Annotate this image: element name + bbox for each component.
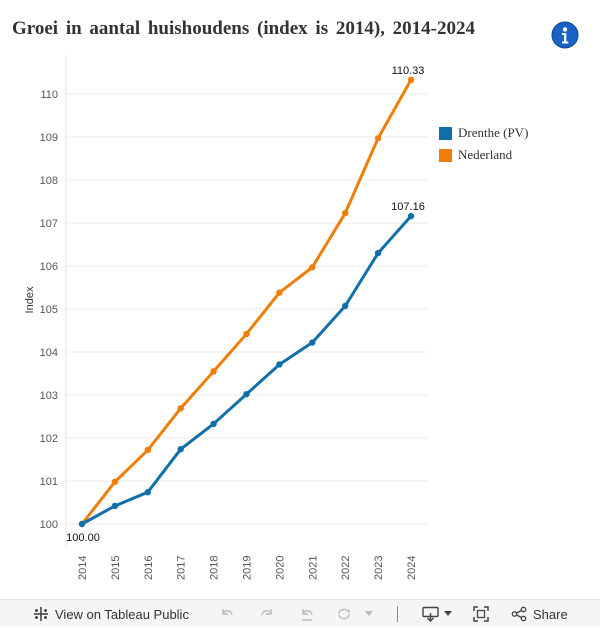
data-point-nederland[interactable] — [243, 330, 250, 338]
data-point-drenthe[interactable] — [407, 212, 415, 220]
data-point-nederland[interactable] — [144, 446, 151, 454]
data-point-drenthe[interactable] — [309, 339, 316, 346]
legend-item-drenthe[interactable]: Drenthe (PV) — [439, 122, 532, 144]
data-point-nederland[interactable] — [276, 289, 283, 296]
x-tick-label: 2022 — [340, 556, 352, 580]
tableau-logo-icon — [34, 607, 48, 621]
share-label: Share — [533, 606, 568, 622]
x-tick-label: 2018 — [209, 556, 221, 580]
fullscreen-button[interactable] — [473, 600, 489, 628]
series-line-nederland — [80, 79, 413, 525]
view-on-tableau-public-label: View on Tableau Public — [55, 606, 189, 622]
series-line-drenthe — [81, 215, 413, 526]
y-tick-label: 102 — [40, 433, 58, 445]
legend-label-drenthe: Drenthe (PV) — [458, 125, 529, 140]
revert-button[interactable] — [299, 600, 315, 628]
end-label-drenthe: 107.16 — [391, 201, 425, 213]
y-tick-label: 108 — [40, 175, 58, 187]
undo-icon — [222, 609, 233, 616]
share-icon — [511, 606, 527, 622]
x-tick-label: 2015 — [110, 556, 122, 580]
data-point-nederland[interactable] — [111, 478, 119, 486]
data-point-drenthe[interactable] — [374, 249, 382, 257]
refresh-menu-button[interactable] — [365, 600, 373, 628]
legend-swatch-drenthe — [439, 126, 452, 140]
data-point-drenthe[interactable] — [276, 361, 283, 368]
data-point-drenthe[interactable] — [177, 445, 184, 453]
fullscreen-icon — [473, 606, 489, 622]
y-tick-label: 101 — [40, 476, 58, 488]
data-point-drenthe[interactable] — [78, 520, 86, 528]
chevron-down-icon — [365, 611, 373, 616]
revert-icon — [302, 609, 313, 621]
x-tick-labels: 2014 2015 2016 2017 2018 2019 2020 2021 2022 2023… — [77, 556, 418, 580]
x-tick-label: 2023 — [373, 556, 385, 580]
x-tick-label: 2019 — [242, 556, 254, 580]
toolbar-divider — [397, 606, 398, 622]
view-on-tableau-public-button[interactable]: View on Tableau Public — [33, 600, 189, 628]
y-tick-label: 107 — [40, 218, 58, 230]
series — [78, 76, 415, 528]
redo-button[interactable] — [259, 600, 275, 628]
y-tick-labels: 100 101 102 103 104 105 106 107 108 109 110 — [40, 89, 58, 531]
start-label-drenthe: 100.00 — [66, 532, 100, 544]
chevron-down-icon — [444, 611, 452, 616]
refresh-icon — [338, 608, 350, 620]
redo-icon — [261, 609, 272, 616]
y-tick-label: 100 — [40, 519, 58, 531]
x-tick-label: 2020 — [274, 556, 286, 580]
data-point-drenthe[interactable] — [342, 302, 349, 310]
data-point-drenthe[interactable] — [243, 390, 250, 398]
x-tick-label: 2024 — [406, 556, 418, 580]
info-icon[interactable] — [551, 21, 579, 49]
data-point-drenthe[interactable] — [144, 488, 151, 496]
x-tick-label: 2014 — [77, 556, 89, 580]
data-point-nederland[interactable] — [342, 209, 349, 217]
data-point-nederland[interactable] — [210, 368, 217, 375]
y-tick-label: 110 — [40, 89, 58, 101]
y-tick-label: 103 — [40, 390, 58, 402]
end-label-nederland: 110.33 — [392, 65, 425, 77]
legend-label-nederland: Nederland — [458, 147, 513, 162]
data-point-drenthe[interactable] — [210, 420, 217, 428]
y-tick-label: 104 — [40, 347, 58, 359]
x-tick-label: 2021 — [307, 556, 319, 580]
legend: Drenthe (PV) Nederland — [439, 122, 532, 166]
share-button[interactable]: Share — [511, 600, 568, 628]
legend-swatch-nederland — [439, 148, 452, 162]
data-labels: 110.33 107.16 100.00 — [66, 65, 425, 544]
tableau-toolbar: View on Tableau Public — [0, 599, 600, 627]
y-tick-label: 109 — [40, 132, 58, 144]
data-point-nederland[interactable] — [309, 264, 316, 271]
legend-item-nederland[interactable]: Nederland — [439, 144, 532, 166]
y-tick-label: 105 — [40, 304, 58, 316]
refresh-button[interactable] — [336, 600, 354, 628]
x-tick-label: 2017 — [176, 556, 188, 580]
data-point-nederland[interactable] — [407, 76, 415, 84]
gridlines — [66, 93, 428, 525]
data-point-drenthe[interactable] — [111, 502, 119, 510]
data-point-nederland[interactable] — [374, 135, 382, 142]
download-button[interactable] — [422, 600, 452, 628]
x-tick-label: 2016 — [143, 556, 155, 580]
data-point-nederland[interactable] — [177, 405, 184, 412]
chart-title: Groei in aantal huishoudens (index is 20… — [12, 18, 476, 39]
download-icon — [422, 606, 439, 622]
y-tick-label: 106 — [40, 261, 58, 273]
undo-button[interactable] — [219, 600, 235, 628]
y-axis-title: Index — [24, 286, 36, 313]
